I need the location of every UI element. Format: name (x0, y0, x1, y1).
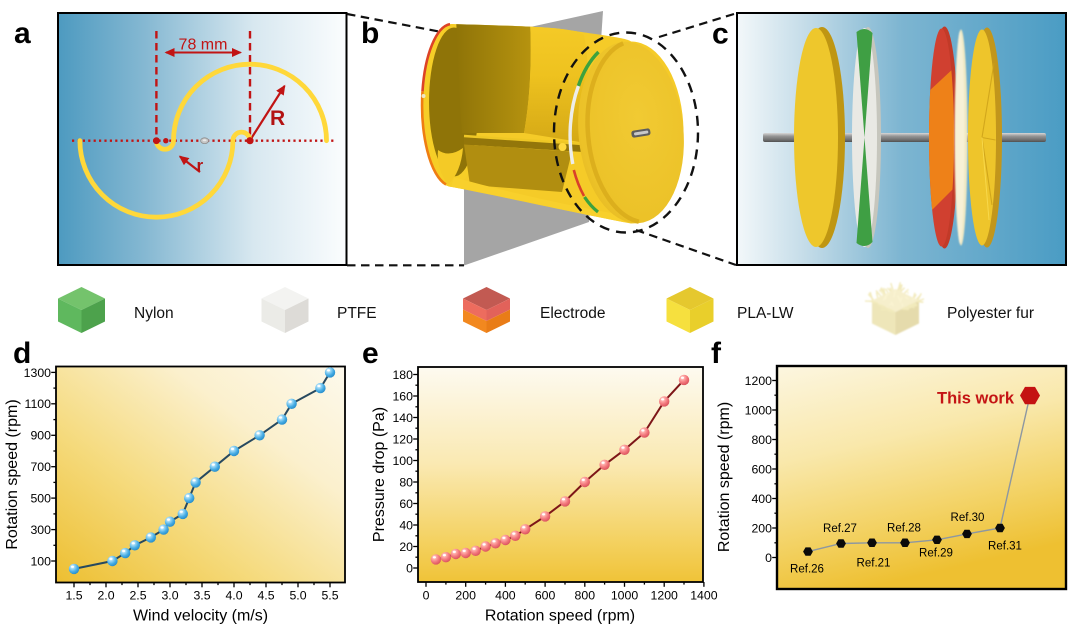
svg-text:2.5: 2.5 (129, 588, 146, 602)
svg-text:1400: 1400 (690, 588, 718, 602)
svg-text:1200: 1200 (745, 374, 773, 388)
svg-text:e: e (362, 337, 379, 370)
svg-text:4.5: 4.5 (257, 588, 274, 602)
svg-text:600: 600 (751, 462, 772, 476)
svg-text:Rotation speed (rpm): Rotation speed (rpm) (4, 399, 21, 549)
svg-text:0: 0 (765, 551, 772, 565)
svg-text:R: R (270, 107, 285, 130)
svg-text:Rotation speed (rpm): Rotation speed (rpm) (716, 402, 733, 552)
svg-text:140: 140 (392, 411, 413, 425)
svg-text:Ref.28: Ref.28 (887, 523, 921, 535)
svg-text:120: 120 (392, 432, 413, 446)
svg-text:Rotation speed (rpm): Rotation speed (rpm) (485, 608, 635, 625)
svg-text:160: 160 (392, 389, 413, 403)
svg-text:180: 180 (392, 368, 413, 382)
svg-text:20: 20 (399, 540, 413, 554)
svg-text:5.5: 5.5 (321, 588, 338, 602)
svg-text:PTFE: PTFE (337, 305, 377, 322)
svg-text:1000: 1000 (745, 403, 773, 417)
svg-text:0: 0 (423, 588, 430, 602)
svg-text:78 mm: 78 mm (179, 37, 228, 54)
svg-text:Nylon: Nylon (134, 305, 174, 322)
svg-text:Ref.31: Ref.31 (988, 541, 1022, 553)
svg-text:a: a (14, 17, 31, 50)
svg-text:d: d (13, 337, 31, 370)
svg-text:4.0: 4.0 (225, 588, 242, 602)
svg-text:900: 900 (30, 429, 51, 443)
svg-text:800: 800 (575, 588, 596, 602)
svg-text:r: r (197, 156, 204, 175)
svg-text:1000: 1000 (611, 588, 639, 602)
svg-text:600: 600 (535, 588, 556, 602)
svg-text:100: 100 (30, 554, 51, 568)
svg-text:100: 100 (392, 454, 413, 468)
svg-text:b: b (361, 17, 379, 50)
svg-text:400: 400 (495, 588, 516, 602)
svg-text:Pressure drop (Pa): Pressure drop (Pa) (371, 407, 388, 542)
svg-text:Ref.21: Ref.21 (857, 558, 891, 570)
svg-text:700: 700 (30, 460, 51, 474)
svg-text:200: 200 (455, 588, 476, 602)
svg-text:Ref.26: Ref.26 (790, 564, 824, 576)
svg-text:3.0: 3.0 (161, 588, 178, 602)
svg-text:80: 80 (399, 475, 413, 489)
svg-text:Ref.27: Ref.27 (823, 523, 857, 535)
svg-text:Polyester fur: Polyester fur (947, 305, 1034, 322)
svg-text:200: 200 (751, 521, 772, 535)
svg-text:500: 500 (30, 492, 51, 506)
svg-text:5.0: 5.0 (289, 588, 306, 602)
svg-text:1.5: 1.5 (65, 588, 82, 602)
svg-text:1300: 1300 (24, 366, 52, 380)
svg-text:PLA-LW: PLA-LW (737, 305, 794, 322)
svg-text:800: 800 (751, 433, 772, 447)
svg-text:Wind velocity (m/s): Wind velocity (m/s) (133, 608, 268, 625)
svg-text:2.0: 2.0 (97, 588, 114, 602)
svg-text:f: f (711, 337, 722, 370)
svg-text:40: 40 (399, 518, 413, 532)
svg-text:1200: 1200 (651, 588, 679, 602)
svg-text:60: 60 (399, 497, 413, 511)
svg-text:Ref.30: Ref.30 (951, 512, 985, 524)
svg-text:1100: 1100 (25, 397, 52, 411)
svg-text:0: 0 (406, 561, 413, 575)
svg-text:This work: This work (937, 390, 1015, 408)
svg-text:Electrode: Electrode (540, 305, 605, 322)
svg-text:c: c (712, 18, 729, 51)
svg-text:Ref.29: Ref.29 (919, 548, 953, 560)
svg-text:400: 400 (751, 492, 772, 506)
svg-text:300: 300 (30, 523, 51, 537)
svg-text:3.5: 3.5 (193, 588, 210, 602)
